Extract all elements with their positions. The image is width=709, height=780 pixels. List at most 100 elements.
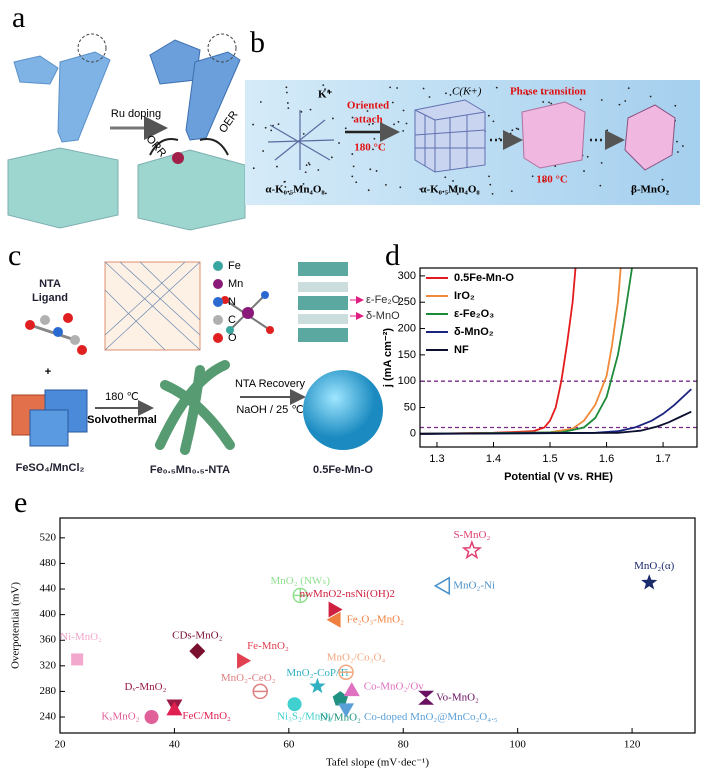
point-label: Ni/MnO₂ (320, 712, 361, 724)
panel-label: b (250, 26, 265, 59)
dot (375, 170, 378, 172)
dot (509, 132, 512, 135)
y-tick-label: 50 (404, 401, 416, 413)
point-label: S-MnO₂ (453, 529, 490, 541)
element-swatch (213, 333, 223, 343)
dot (322, 84, 325, 86)
element-swatch (213, 279, 223, 289)
dot (515, 127, 518, 130)
point (189, 643, 206, 660)
dot (517, 128, 520, 131)
x-tick-label: 1.5 (542, 453, 557, 465)
ligand-label: Ligand (32, 292, 68, 304)
dot (419, 188, 422, 190)
dot (366, 110, 369, 112)
charts: 1.3 1.4 1.5 1.6 1.7 0 50 100 150 200 250 300 0.5Fe-M… (10, 267, 698, 769)
x-tick-label: 20 (55, 739, 67, 751)
dot (307, 162, 310, 164)
ru-atom (172, 152, 184, 164)
dot (599, 184, 602, 187)
ligand-label: NTA (39, 278, 61, 290)
base-label: NaOH / 25 ℃ (236, 404, 303, 416)
dot (302, 182, 305, 185)
orr-label: ORR (143, 133, 168, 159)
dot (277, 123, 280, 126)
dot (510, 190, 513, 193)
phase-label: ε-Fe₂O (366, 294, 401, 306)
dot (402, 129, 405, 132)
dot (391, 101, 394, 104)
element-label: Mn (228, 278, 243, 290)
dot (402, 109, 405, 112)
y-tick-label: 200 (398, 322, 416, 334)
point-label: Co-doped MnO₂@MnCo₂O₄.₅ (364, 711, 498, 723)
point (71, 653, 84, 666)
point-label: Dᵥ-MnO₂ (125, 681, 167, 693)
element-swatch (213, 297, 223, 307)
dot (511, 129, 514, 132)
dot (372, 148, 374, 151)
dot (489, 183, 492, 186)
dot (456, 193, 459, 195)
dot (308, 163, 311, 166)
dot (324, 192, 327, 195)
point-label: Fe₂O₃-MnO₂ (347, 613, 405, 625)
arrow-label: Ru doping (111, 108, 161, 120)
point-label: Co-MnO₂/Ov (364, 681, 425, 693)
dot (351, 175, 354, 178)
dot (449, 94, 452, 96)
dot (262, 150, 265, 152)
dot (452, 180, 454, 182)
point-label: CDs-MnO₂ (172, 630, 222, 642)
point-label: MnO₂-Ni (453, 579, 495, 591)
dot (305, 164, 308, 167)
crystal (13, 55, 59, 85)
point (641, 574, 658, 590)
dot (330, 156, 333, 159)
dot (389, 86, 392, 89)
point (144, 710, 159, 725)
dot (393, 123, 395, 126)
y-tick-label: 100 (398, 375, 416, 387)
point-label: MnO₂-CeO₂ (221, 672, 276, 684)
x-tick-label: 60 (283, 739, 295, 751)
polyhedron (624, 104, 676, 171)
element-swatch (213, 315, 223, 325)
dot (531, 175, 534, 178)
dot (396, 87, 399, 89)
dot (368, 123, 371, 126)
point-label: nwMnO2-nsNi(OH)2 (300, 588, 395, 600)
element-label: C (228, 314, 236, 326)
precursor-label: Fe₀.₅Mn₀.₅-NTA (150, 464, 230, 476)
y-tick-label: 480 (40, 557, 57, 569)
panel-a: Ru doping ORR OER (7, 33, 246, 231)
dot (492, 120, 495, 123)
temperature: 180 °C (354, 142, 386, 154)
dot (317, 169, 320, 171)
point (332, 691, 348, 706)
dot (631, 190, 633, 193)
dot (283, 181, 286, 183)
sphere (303, 370, 383, 450)
legend-label: δ-MnO₂ (454, 326, 494, 338)
dot (542, 101, 545, 103)
phase-label: α-K₀.₅Mn₄O₈ (420, 184, 480, 196)
dot (643, 188, 646, 191)
point (166, 701, 183, 716)
step-label: attach (353, 114, 382, 126)
dot (302, 132, 305, 135)
dot (252, 167, 255, 170)
dot (488, 175, 490, 178)
cluster-label: C(K+) (452, 86, 482, 98)
oer-label: OER (217, 109, 241, 135)
salt-cubes (11, 389, 88, 447)
dot (495, 86, 498, 89)
dot (526, 93, 529, 96)
x-tick-label: 1.3 (429, 453, 444, 465)
molecule (25, 313, 87, 355)
panel-label: e (14, 486, 27, 519)
element-label: O (228, 332, 237, 344)
point (461, 539, 483, 560)
temperature: 180 ℃ (105, 391, 139, 403)
